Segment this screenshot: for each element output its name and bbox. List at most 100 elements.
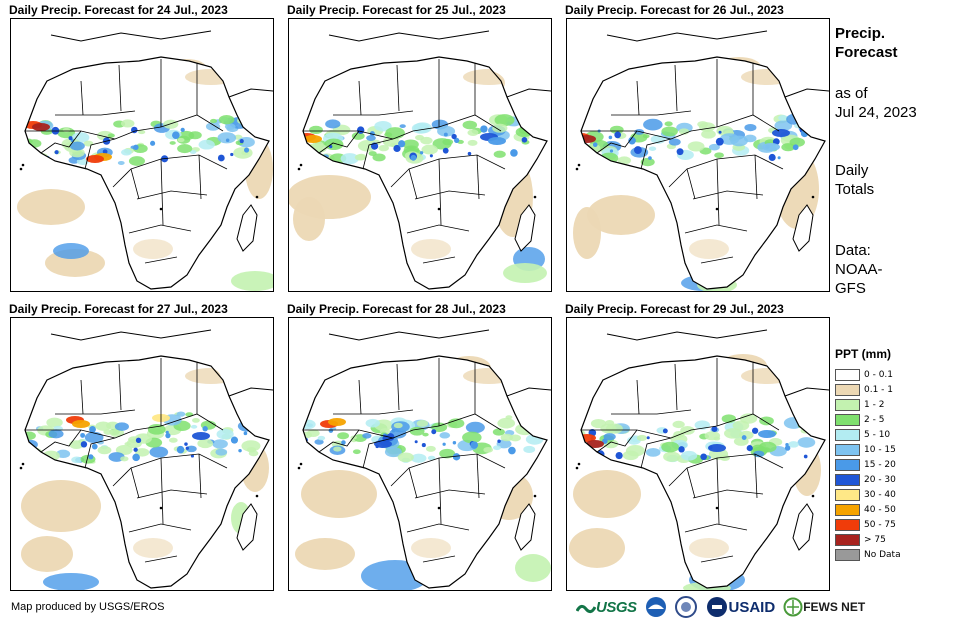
island-dot <box>297 466 301 470</box>
forecast-panel-1: Daily Precip. Forecast for 24 Jul., 2023 <box>9 3 274 292</box>
dry-area <box>133 538 173 558</box>
legend-item: 15 - 20 <box>835 457 901 472</box>
rain-cell <box>645 447 661 457</box>
legend-item: 50 - 75 <box>835 517 901 532</box>
dry-area <box>293 197 325 241</box>
panel-title: Daily Precip. Forecast for 29 Jul., 2023 <box>565 302 784 316</box>
border-line <box>128 224 192 234</box>
rain-cell <box>439 448 456 459</box>
rain-cell <box>420 136 433 145</box>
dry-area <box>689 538 729 558</box>
europe-coast <box>328 329 490 341</box>
seal-icon <box>674 596 697 618</box>
legend-swatch <box>835 488 860 501</box>
rain-cell <box>429 154 433 158</box>
rain-cell <box>120 119 135 128</box>
rain-cell <box>732 420 750 431</box>
rain-cell <box>492 123 508 133</box>
rain-cell <box>241 114 252 121</box>
heavy-rain-cell <box>772 129 790 137</box>
border-line <box>476 453 480 499</box>
rain-cell <box>366 135 376 141</box>
rain-cell <box>317 435 326 441</box>
border-line <box>684 224 748 234</box>
island-dot <box>577 163 581 167</box>
precip-map-svg <box>573 30 829 291</box>
legend-swatch <box>835 548 860 561</box>
rain-cell <box>133 447 138 452</box>
legend-label: 40 - 50 <box>864 504 896 515</box>
europe-coast <box>606 329 768 341</box>
rain-cell <box>217 132 237 144</box>
panel-title: Daily Precip. Forecast for 26 Jul., 2023 <box>565 3 784 17</box>
rain-cell <box>467 151 472 156</box>
rain-cell <box>480 125 488 133</box>
rain-cell <box>217 154 225 162</box>
fews-logo-text: FEWS NET <box>803 600 866 614</box>
dry-area <box>689 239 729 259</box>
legend-swatch <box>835 368 860 381</box>
land-precip <box>303 57 547 289</box>
legend-item: No Data <box>835 547 901 562</box>
rain-cell <box>442 147 449 154</box>
precip-map <box>10 317 274 591</box>
border-line <box>754 453 758 499</box>
border-line <box>40 429 82 453</box>
rain-cell <box>718 130 722 134</box>
island-dot <box>299 462 303 466</box>
rain-cell <box>397 452 414 463</box>
border-line <box>84 425 162 469</box>
europe-coast <box>606 30 768 42</box>
border-line <box>716 457 720 525</box>
rain-cell <box>352 449 361 455</box>
legend-label: 0.1 - 1 <box>864 384 894 395</box>
rain-cell <box>715 137 724 146</box>
rain-cell <box>96 130 114 141</box>
rain-cell <box>88 454 94 460</box>
rain-cell <box>708 143 720 151</box>
rain-cell <box>369 131 375 137</box>
rain-area <box>515 554 551 582</box>
precip-map <box>288 18 552 292</box>
rain-cell <box>448 418 465 429</box>
arabia-coast <box>506 88 551 98</box>
legend-label: 2 - 5 <box>864 414 885 425</box>
rain-cell <box>372 153 386 162</box>
legend-label: 15 - 20 <box>864 459 896 470</box>
border-line <box>160 158 164 226</box>
title-line-1: Precip. <box>835 25 886 42</box>
rain-cell <box>443 132 448 137</box>
rain-cell <box>672 420 685 429</box>
dry-area <box>587 195 655 235</box>
rain-cell <box>165 433 171 439</box>
rain-cell <box>46 417 63 428</box>
rain-cell <box>329 145 333 149</box>
border-line <box>318 130 360 154</box>
rain-cell <box>189 149 197 154</box>
rain-cell <box>177 144 193 154</box>
island-dot <box>811 195 815 199</box>
totals-line-2: Totals <box>835 181 875 198</box>
border-line <box>160 413 224 431</box>
border-line <box>636 379 640 415</box>
rain-cell <box>83 140 94 147</box>
arabia-coast <box>784 387 829 397</box>
rain-cell <box>62 127 71 133</box>
europe-coast <box>50 329 212 341</box>
rain-cell <box>215 448 228 456</box>
border-line <box>390 467 418 499</box>
rain-cell <box>622 450 639 461</box>
heavy-rain-cell <box>586 440 604 448</box>
border-line <box>596 130 638 154</box>
border-line <box>160 457 164 525</box>
forecast-panel-3: Daily Precip. Forecast for 26 Jul., 2023 <box>565 3 830 292</box>
rain-cell <box>172 131 180 140</box>
forecast-panel-6: Daily Precip. Forecast for 29 Jul., 2023 <box>565 302 830 591</box>
dry-area <box>301 470 377 518</box>
rain-cell <box>248 450 259 457</box>
legend-item: 30 - 40 <box>835 487 901 502</box>
dry-area <box>17 189 85 225</box>
data-line-3: GFS <box>835 280 866 297</box>
precip-map-svg <box>17 30 273 291</box>
rain-cell <box>176 445 185 454</box>
